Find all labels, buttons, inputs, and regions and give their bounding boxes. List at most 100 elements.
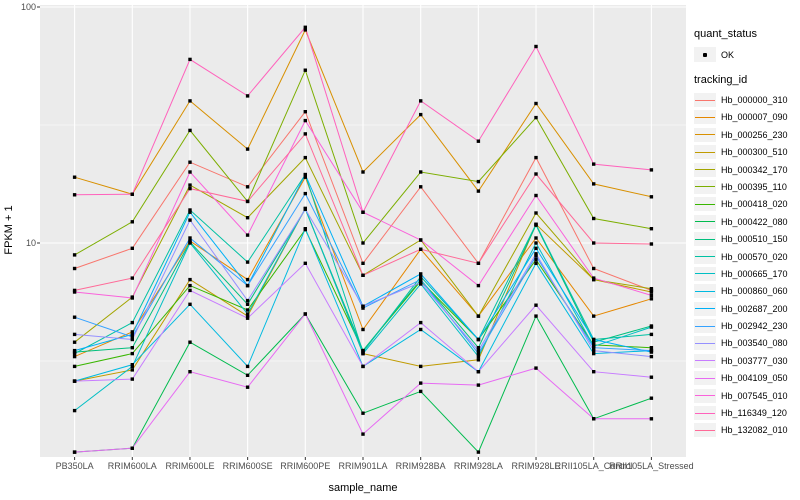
data-point — [130, 335, 134, 339]
series-color-key — [694, 371, 716, 386]
data-point — [188, 236, 192, 240]
data-point — [303, 110, 307, 114]
data-point — [130, 296, 134, 300]
data-point — [592, 348, 596, 353]
data-point — [592, 314, 596, 318]
x-tick-label-RRII105LA_Control: RRII105LA_Control — [554, 461, 633, 471]
legend-entry-Hb_000860_060: Hb_000860_060 — [694, 284, 798, 299]
data-point — [245, 147, 250, 151]
data-point — [649, 297, 654, 301]
data-point — [188, 277, 192, 282]
series-color-key — [694, 301, 716, 316]
legend-entry-label: Hb_003777_030 — [721, 355, 788, 366]
data-point — [361, 170, 365, 174]
data-point — [303, 118, 307, 123]
data-point — [188, 283, 192, 288]
series-color-key — [694, 197, 716, 212]
legend-entry-Hb_000395_110: Hb_000395_110 — [694, 179, 798, 194]
data-point — [72, 332, 77, 337]
data-point — [534, 155, 538, 160]
data-point — [245, 373, 250, 377]
series-line-icon — [695, 377, 715, 379]
legend-entry-label: Hb_003540_080 — [721, 338, 788, 349]
data-point — [72, 354, 77, 359]
data-point — [592, 162, 596, 166]
data-point — [534, 246, 538, 250]
series-color-key — [694, 353, 716, 368]
data-point — [419, 327, 423, 332]
data-point — [303, 261, 307, 265]
data-point — [303, 191, 307, 196]
data-point — [476, 358, 481, 362]
x-tick-label-RRIM928LE: RRIM928LE — [511, 461, 561, 471]
data-point — [303, 28, 307, 32]
data-point — [649, 396, 654, 400]
series-color-key — [694, 406, 716, 421]
data-point — [476, 337, 481, 342]
data-point — [649, 346, 654, 350]
data-point — [534, 314, 538, 318]
data-point — [649, 168, 654, 172]
data-point — [303, 132, 307, 136]
series-line-icon — [695, 186, 715, 188]
data-point — [72, 175, 77, 179]
data-point — [72, 266, 77, 271]
series-color-key — [694, 145, 716, 160]
data-point — [188, 57, 192, 62]
data-point — [592, 351, 596, 356]
data-point — [592, 241, 596, 245]
series-color-key — [694, 110, 716, 125]
x-tick-label-RRII105LA_Stressed: RRII105LA_Stressed — [609, 461, 694, 471]
data-point — [130, 337, 134, 342]
legend-entry-Hb_002942_230: Hb_002942_230 — [694, 319, 798, 334]
data-point — [72, 351, 77, 356]
data-point — [130, 332, 134, 337]
series-line-icon — [695, 342, 715, 344]
data-point — [476, 450, 481, 454]
data-point — [476, 283, 481, 288]
data-point — [534, 211, 538, 215]
ok-point-key — [694, 47, 716, 62]
data-point — [476, 351, 481, 356]
legend-entry-label: OK — [721, 49, 735, 60]
data-point — [188, 288, 192, 293]
data-point — [592, 276, 596, 280]
legend-entry-Hb_000000_310: Hb_000000_310 — [694, 93, 798, 107]
legend-entry-Hb_000300_510: Hb_000300_510 — [694, 145, 798, 160]
legend-entry-Hb_007545_010: Hb_007545_010 — [694, 388, 798, 403]
data-point — [303, 155, 307, 160]
data-point — [72, 408, 77, 413]
series-color-key — [694, 336, 716, 351]
data-point — [303, 207, 307, 211]
legend-entry-Hb_000665_170: Hb_000665_170 — [694, 266, 798, 281]
legend-entry-Hb_132082_010: Hb_132082_010 — [694, 423, 798, 438]
data-point — [361, 432, 365, 436]
data-point — [245, 302, 250, 306]
legend-entry-label: Hb_000510_150 — [721, 234, 788, 245]
data-point — [476, 139, 481, 143]
data-point — [130, 192, 134, 196]
data-point — [476, 189, 481, 193]
data-point — [188, 218, 192, 222]
data-point — [72, 364, 77, 369]
data-point — [534, 101, 538, 106]
legend-entry-label: Hb_004109_050 — [721, 373, 788, 384]
legend-entry-label: Hb_000256_230 — [721, 129, 788, 140]
data-point — [72, 379, 77, 383]
data-point — [476, 314, 481, 318]
data-point — [419, 389, 423, 394]
data-point — [534, 303, 538, 307]
data-point — [188, 186, 192, 191]
series-line-icon — [695, 151, 715, 153]
data-point — [130, 363, 134, 367]
data-point — [419, 272, 423, 276]
legend: quant_status OK tracking_id Hb_000000_31… — [694, 28, 798, 441]
data-point — [130, 220, 134, 224]
series-line-icon — [695, 203, 715, 205]
data-point — [476, 179, 481, 184]
legend-entry-label: Hb_132082_010 — [721, 425, 788, 436]
x-tick-label-RRIM600LE: RRIM600LE — [165, 461, 215, 471]
data-point — [245, 298, 250, 303]
legend-entry-label: Hb_002687_200 — [721, 303, 788, 314]
legend-entry-Hb_116349_120: Hb_116349_120 — [694, 406, 798, 421]
